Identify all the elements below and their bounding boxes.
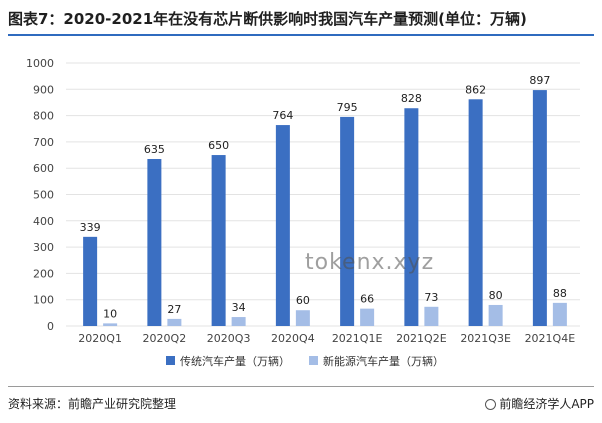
data-label: 635 (144, 143, 165, 156)
y-tick-label: 1000 (26, 57, 54, 70)
bar (532, 90, 547, 327)
legend: 传统汽车产量（万辆） 新能源汽车产量（万辆） (166, 354, 444, 368)
bar (340, 116, 355, 326)
bar (424, 306, 439, 326)
y-tick-label: 800 (33, 110, 54, 123)
data-label: 88 (553, 287, 567, 300)
y-tick-label: 100 (33, 294, 54, 307)
data-label: 897 (529, 74, 550, 87)
x-tick-label: 2021Q1E (332, 332, 383, 345)
x-tick-label: 2021Q2E (396, 332, 447, 345)
footer-rule (8, 386, 594, 387)
y-tick-label: 500 (33, 189, 54, 202)
gridlines (66, 62, 580, 327)
y-tick-label: 900 (33, 83, 54, 96)
y-tick-label: 700 (33, 136, 54, 149)
bar (211, 155, 226, 326)
data-label: 828 (401, 92, 422, 105)
y-axis-ticks: 0 100 200 300 400 500 600 700 800 900 1000 (26, 57, 54, 333)
legend-swatch (309, 356, 318, 365)
bar (231, 317, 246, 326)
y-tick-label: 400 (33, 215, 54, 228)
data-label: 10 (103, 307, 117, 320)
bars (83, 90, 567, 327)
y-tick-label: 0 (47, 320, 54, 333)
data-label: 66 (360, 293, 374, 306)
data-label: 80 (489, 289, 503, 302)
bar (404, 108, 419, 327)
x-axis-ticks: 2020Q1 2020Q2 2020Q3 2020Q4 2021Q1E 2021Q2E 20… (78, 332, 575, 345)
legend-label: 传统汽车产量（万辆） (180, 354, 290, 368)
bar (103, 323, 118, 326)
x-tick-label: 2021Q3E (460, 332, 511, 345)
x-tick-label: 2021Q4E (525, 332, 576, 345)
bar (552, 302, 567, 326)
y-tick-label: 300 (33, 241, 54, 254)
brand-logo-icon (485, 399, 497, 410)
bar (295, 310, 310, 326)
brand-credit: 前瞻经济学人APP (485, 395, 594, 412)
bar (167, 318, 182, 326)
x-tick-label: 2020Q1 (78, 332, 122, 345)
watermark-text: tokenx.xyz (305, 250, 435, 275)
bar (360, 308, 375, 326)
title-rule (8, 34, 594, 36)
data-label: 339 (80, 221, 101, 234)
bar (83, 236, 98, 326)
data-label: 60 (296, 294, 310, 307)
data-label: 650 (208, 139, 229, 152)
bar (147, 158, 162, 326)
data-label: 862 (465, 83, 486, 96)
data-label: 764 (272, 109, 293, 122)
data-label: 73 (424, 291, 438, 304)
bar (275, 125, 290, 327)
data-labels: 339 10 635 27 650 34 764 60 795 66 828 73 862 80 897 88 (80, 74, 567, 320)
x-tick-label: 2020Q4 (271, 332, 315, 345)
data-label: 795 (337, 101, 358, 114)
bar (488, 304, 503, 326)
bar-chart: 0 100 200 300 400 500 600 700 800 900 1000 339 10 63… (26, 57, 580, 368)
data-label: 34 (232, 301, 246, 314)
x-tick-label: 2020Q3 (207, 332, 251, 345)
bar (468, 99, 483, 326)
legend-label: 新能源汽车产量（万辆） (323, 354, 444, 368)
y-tick-label: 600 (33, 162, 54, 175)
chart-title: 图表7：2020-2021年在没有芯片断供影响时我国汽车产量预测(单位：万辆) (8, 10, 527, 28)
brand-label: 前瞻经济学人APP (499, 397, 594, 411)
y-tick-label: 200 (33, 267, 54, 280)
legend-swatch (166, 356, 175, 365)
x-tick-label: 2020Q2 (143, 332, 187, 345)
data-label: 27 (167, 303, 181, 316)
source-note: 资料来源：前瞻产业研究院整理 (8, 397, 177, 411)
